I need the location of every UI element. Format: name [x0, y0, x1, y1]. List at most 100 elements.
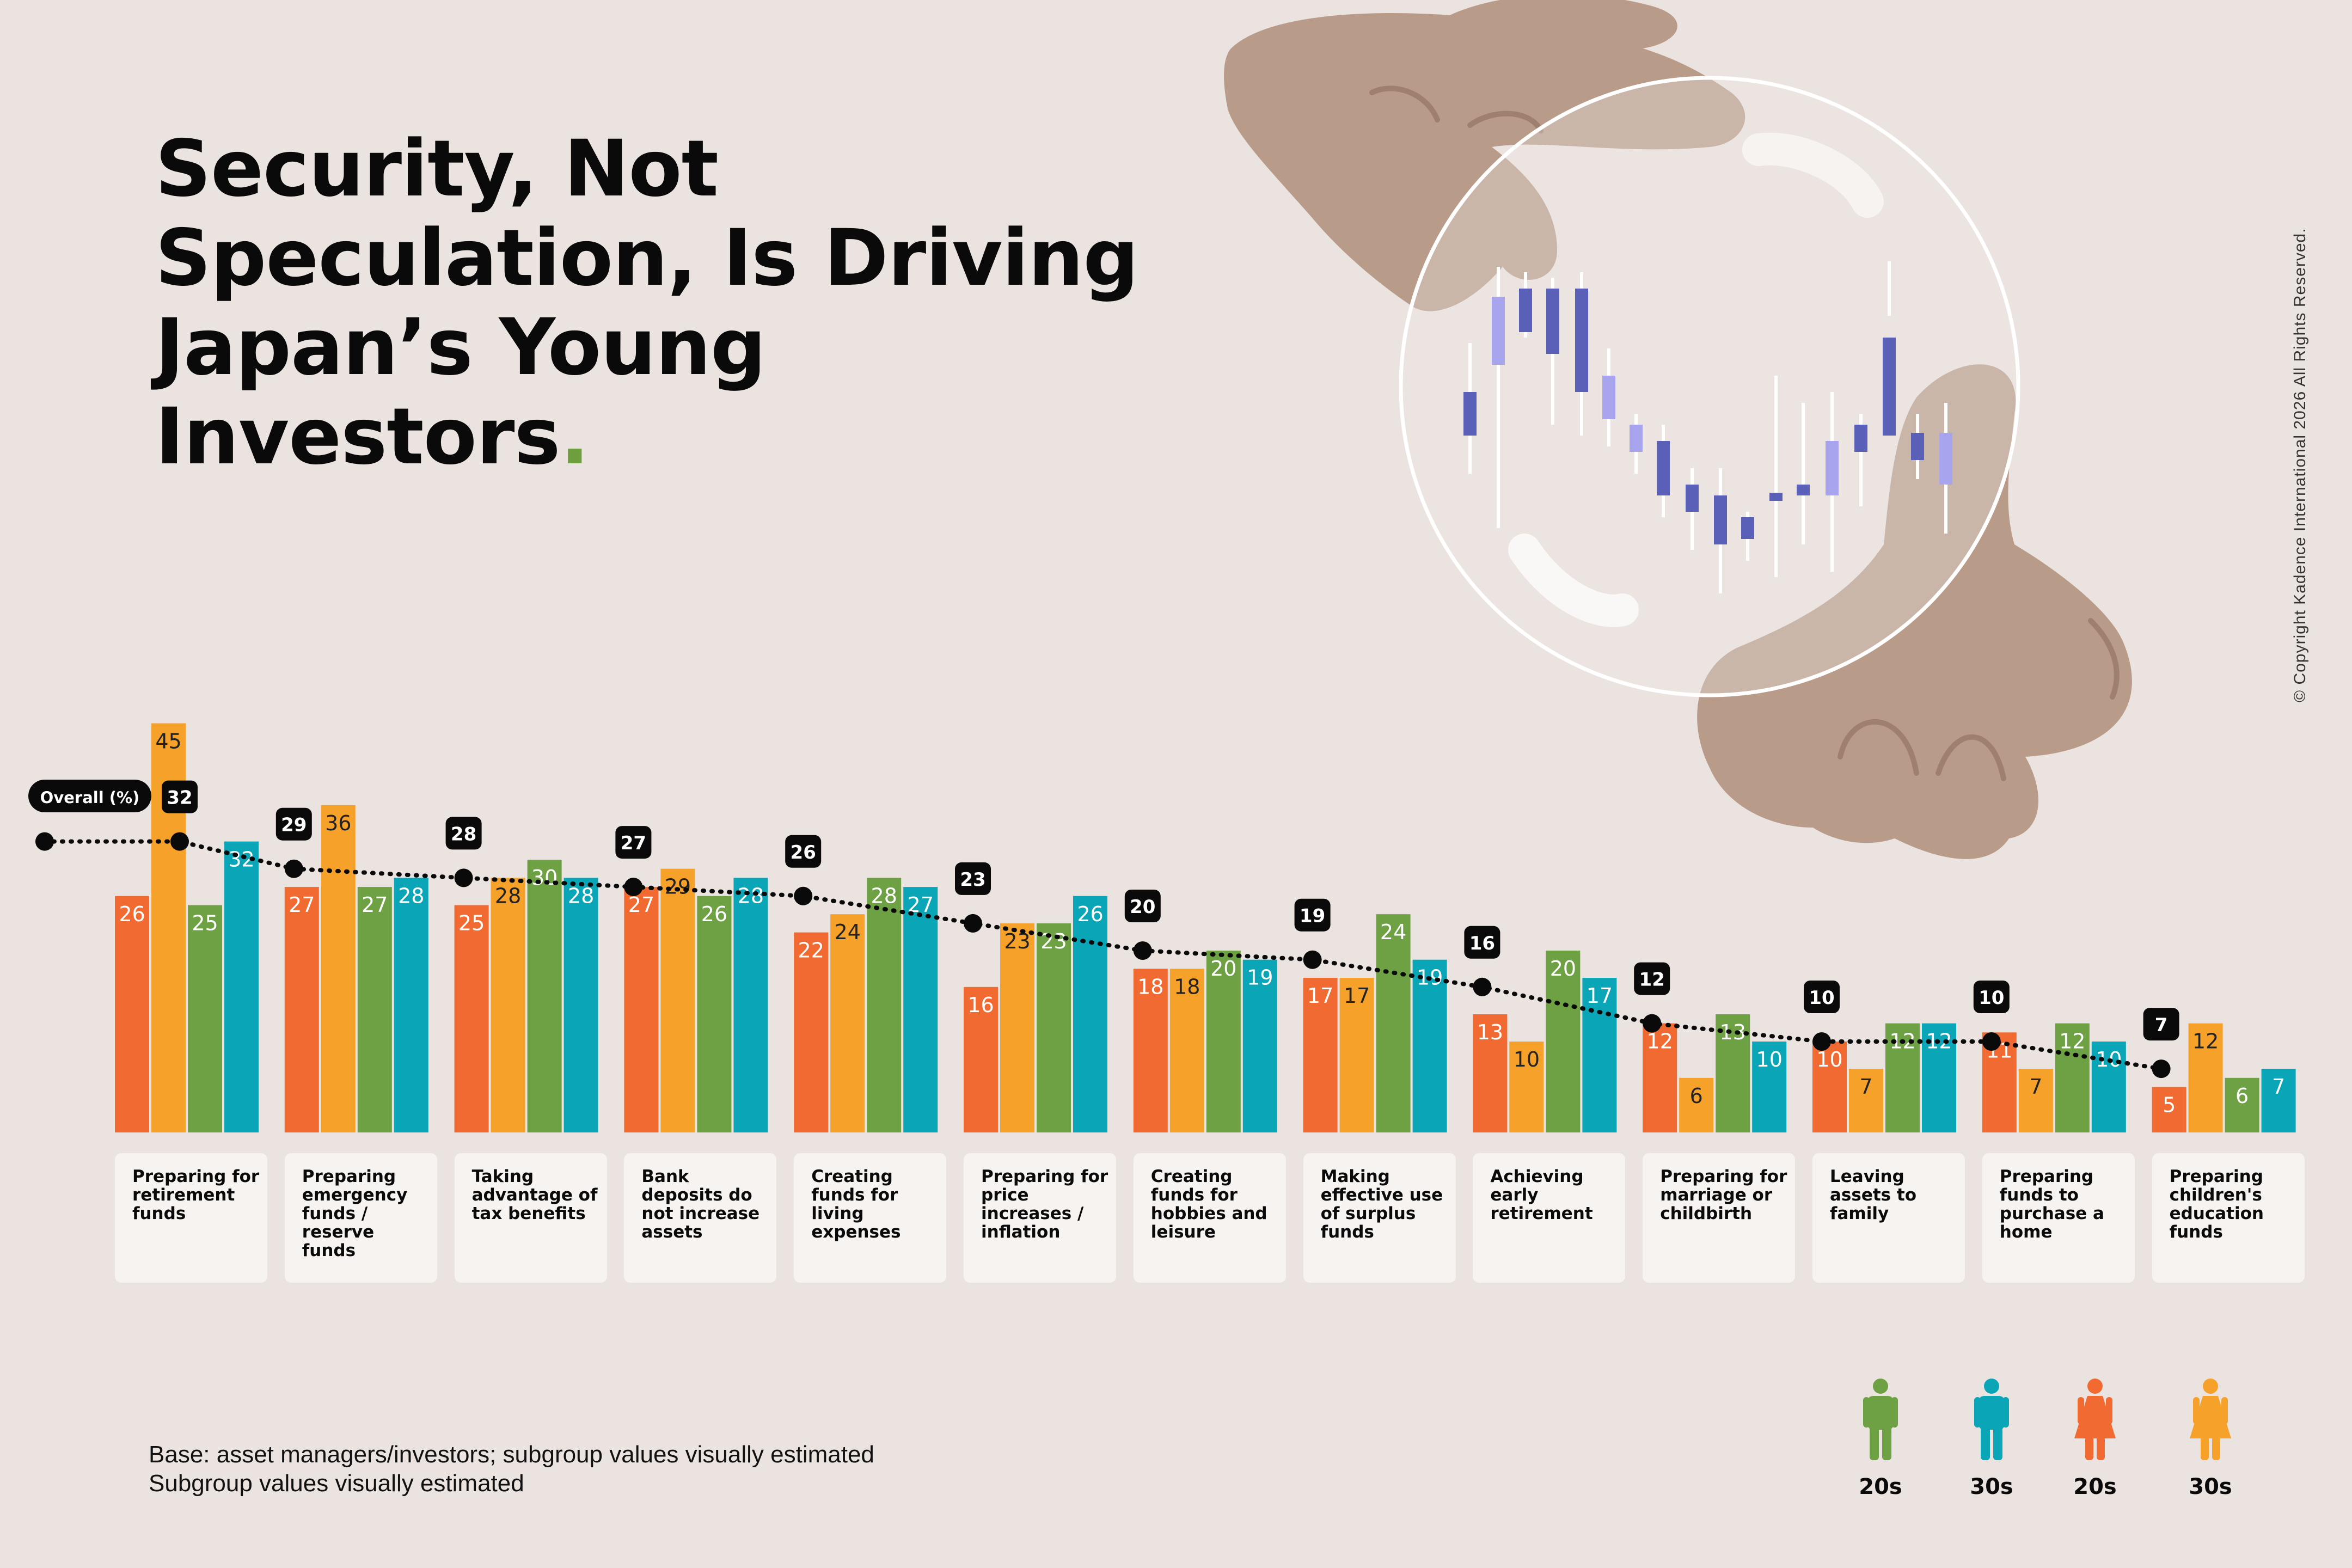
bar-value-label: 20 [1210, 957, 1236, 981]
title-line-2: Speculation, Is Driving [155, 212, 1139, 303]
overall-value-label: 27 [621, 832, 646, 854]
bar-value-label: 19 [1247, 966, 1273, 990]
bar-value-label: 7 [2272, 1075, 2285, 1099]
page-title: Security, Not Speculation, Is Driving Ja… [155, 124, 1190, 481]
bar-value-label: 6 [1690, 1084, 1703, 1108]
category-card: Preparing for price increases / inflatio… [964, 1153, 1116, 1283]
bar-female-30s [491, 878, 525, 1132]
bar-male-20s [867, 878, 902, 1132]
candlestick-body [1546, 289, 1559, 354]
bar-value-label: 27 [628, 893, 654, 917]
bar-value-label: 26 [701, 902, 727, 926]
overall-value-badge [1464, 926, 1500, 959]
male-figure-icon [1863, 1379, 1898, 1460]
bar-female-20s [964, 987, 998, 1132]
bar-value-label: 6 [2235, 1084, 2249, 1108]
bar-male-20s [188, 905, 222, 1132]
bar-female-20s [2152, 1087, 2186, 1132]
female-figure-icon [2074, 1379, 2116, 1460]
candlestick-body [1463, 392, 1477, 436]
bar-female-30s [2018, 1069, 2053, 1132]
category-label: Creating funds for hobbies and leisure [1150, 1167, 1267, 1242]
overall-value-badge [1804, 981, 1840, 1013]
candlestick-body [1686, 485, 1699, 512]
bar-value-label: 18 [1174, 975, 1200, 999]
bar-male-20s [2225, 1077, 2259, 1132]
candlestick-body [1769, 493, 1783, 501]
category-label: Preparing funds to purchase a home [1999, 1167, 2104, 1242]
candlestick-body [1657, 441, 1670, 495]
overall-value-badge [2143, 1008, 2179, 1041]
bar-female-30s [1679, 1077, 1714, 1132]
category-label: Preparing emergency funds / reserve fund… [302, 1167, 408, 1260]
bar-male-30s [224, 841, 259, 1132]
copyright-notice: © Copyright Kadence International 2026 A… [2291, 228, 2309, 702]
overall-point [2152, 1059, 2171, 1079]
candlestick-body [1492, 297, 1505, 365]
category-card: Taking advantage of tax benefits [454, 1153, 607, 1283]
legend-label: 20s [1859, 1474, 1902, 1499]
bar-value-label: 10 [1816, 1048, 1842, 1071]
title-line-4-text: Investors [155, 391, 561, 482]
candlestick-body [1826, 441, 1839, 495]
overall-value-label: 12 [1639, 969, 1665, 991]
candlestick-body [1714, 495, 1727, 544]
bar-male-30s [1242, 959, 1277, 1132]
bar-value-label: 27 [289, 893, 315, 917]
male-figure-icon [1974, 1379, 2009, 1460]
overall-value-label: 23 [960, 869, 985, 891]
bar-male-20s [1546, 951, 1581, 1132]
legend-label: 30s [1970, 1474, 2013, 1499]
bar-value-label: 28 [495, 884, 521, 908]
bar-male-30s [1752, 1042, 1787, 1132]
category-label: Taking advantage of tax benefits [471, 1167, 598, 1223]
bar-value-label: 20 [1550, 957, 1576, 981]
candlestick-body [1519, 289, 1532, 332]
bar-value-label: 28 [871, 884, 897, 908]
bar-male-30s [2261, 1069, 2296, 1132]
candlestick-body [1911, 433, 1924, 460]
bar-female-20s [1303, 978, 1338, 1132]
bar-value-label: 16 [967, 993, 994, 1017]
bar-value-label: 22 [798, 939, 824, 963]
overall-value-badge [445, 817, 482, 850]
bar-value-label: 13 [1720, 1020, 1746, 1044]
bar-value-label: 28 [738, 884, 764, 908]
overall-value-badge [1634, 962, 1670, 995]
bar-value-label: 13 [1477, 1020, 1503, 1044]
legend-item-male-20s: 20s [1842, 1377, 1919, 1499]
legend-label: 20s [2073, 1474, 2117, 1499]
bar-female-30s [321, 805, 356, 1132]
bar-male-20s [527, 860, 562, 1132]
bar-value-label: 17 [1344, 984, 1370, 1008]
category-label: Making effective use of surplus funds [1320, 1167, 1443, 1242]
category-label: Achieving early retirement [1490, 1167, 1593, 1223]
bar-value-label: 26 [1077, 902, 1103, 926]
overall-value-label: 16 [1469, 933, 1495, 954]
legend-item-male-30s: 30s [1953, 1377, 2030, 1499]
bar-male-20s [697, 896, 732, 1132]
category-card: Creating funds for living expenses [794, 1153, 947, 1283]
bar-male-30s [1582, 978, 1617, 1132]
legend-item-female-20s: 20s [2057, 1377, 2133, 1499]
bar-value-label: 10 [1756, 1048, 1783, 1071]
bar-value-label: 30 [531, 866, 558, 890]
overall-value-label: 28 [451, 823, 476, 845]
legend-label: 30s [2189, 1474, 2232, 1499]
bar-value-label: 18 [1137, 975, 1163, 999]
bar-male-20s [357, 887, 392, 1132]
overall-trend-line [42, 839, 2164, 1071]
overall-value-label: 32 [167, 787, 192, 809]
bar-value-label: 12 [1647, 1030, 1673, 1054]
overall-value-badge [162, 780, 198, 813]
title-line-4: Investors. [155, 392, 1190, 481]
bar-value-label: 17 [1587, 984, 1613, 1008]
bar-value-label: 24 [1380, 920, 1406, 944]
bar-male-20s [1037, 923, 1071, 1132]
overall-start-point [35, 832, 54, 851]
category-card: Making effective use of surplus funds [1303, 1153, 1456, 1283]
overall-point [1982, 1032, 2001, 1051]
overall-value-badge [785, 835, 822, 868]
bar-female-20s [284, 887, 319, 1132]
